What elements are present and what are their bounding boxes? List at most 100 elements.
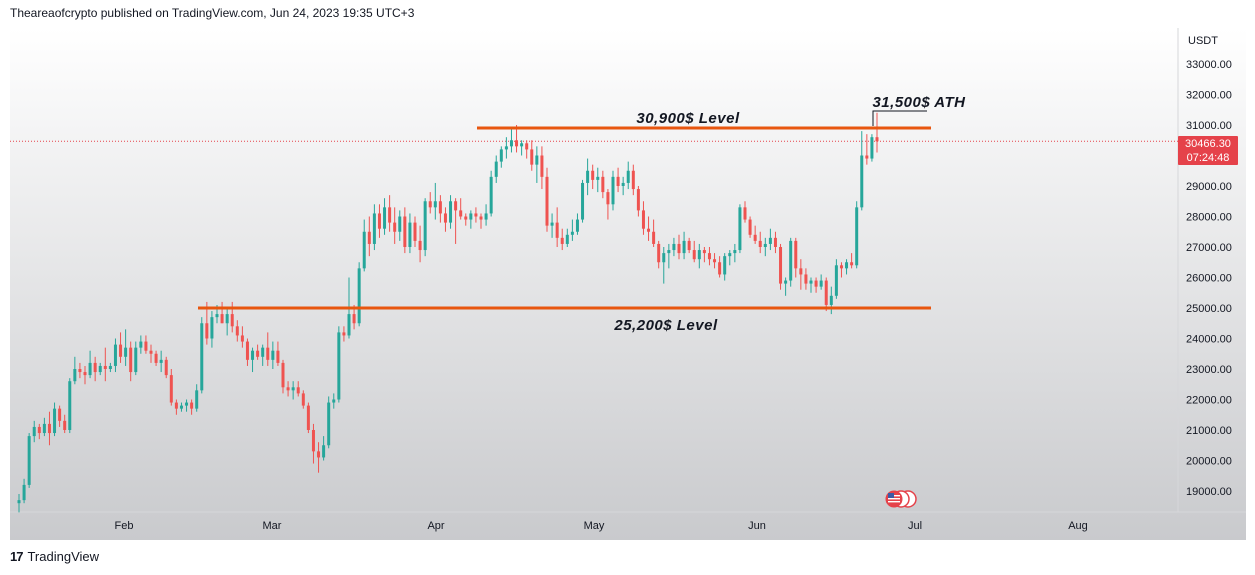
candle-body [504,146,508,150]
candle [144,335,148,354]
candle-body [606,192,610,205]
candle [129,341,133,382]
candle [870,134,874,162]
candle-body [347,314,351,336]
candle-body [748,219,752,235]
candle [748,216,752,238]
candle-body [601,176,605,193]
candle [829,286,833,315]
candle [804,268,808,290]
candle-body [27,436,31,485]
candle-body [423,201,427,251]
candle [362,219,366,272]
y-tick-label: 20000.00 [1186,456,1232,468]
candle [474,207,478,223]
footer-brand: TradingView [27,549,100,564]
candle [733,243,737,263]
candle-body [499,149,503,162]
x-tick-label: Apr [427,520,444,532]
candle [677,234,681,260]
candle [164,356,168,379]
candle-body [377,213,381,229]
candle [149,344,153,363]
ath-label: 31,500$ ATH [872,94,966,111]
candle [332,393,336,409]
candle [525,140,529,159]
candle-body [281,362,285,388]
candle-body [443,213,447,223]
candle-body [235,326,239,336]
level-label: 25,200$ Level [613,317,718,334]
candle [616,167,620,193]
candle [479,213,483,229]
candle-body [32,426,36,437]
candle-body [63,420,67,430]
candle [337,326,341,403]
candle [220,301,224,324]
candle-body [464,216,468,220]
candle [763,237,767,257]
candle-body [383,207,387,229]
candle [73,356,77,385]
candle [393,207,397,244]
candle [317,442,321,473]
candle [682,231,686,260]
x-tick-label: Jun [748,520,766,532]
candle [743,201,747,223]
candle [174,399,178,415]
candle [809,277,813,293]
candle [357,262,361,327]
candle [179,402,183,412]
candle [291,381,295,400]
candle [697,243,701,269]
candle-body [98,365,102,373]
candle-body [433,201,437,208]
us-flag-events-icon[interactable] [885,490,917,508]
candle-body [687,240,691,251]
candle-body [266,347,270,360]
y-tick-label: 32000.00 [1186,90,1232,102]
candle-body [586,170,590,183]
candle [225,308,229,336]
candle [306,402,310,434]
candle [581,179,585,223]
candle [702,247,706,263]
candle-body [276,350,280,363]
candle-body [702,250,706,254]
candle-body [509,140,513,147]
candle [322,436,326,461]
candle-body [672,243,676,251]
candle [865,134,869,165]
candle [814,277,818,293]
candle [789,237,793,287]
candle-body [677,243,681,254]
candle [626,161,630,190]
candle-body [398,216,402,232]
candle [713,253,717,269]
candle-body [657,243,661,263]
candle-body [438,201,442,214]
candle [93,356,97,382]
candle-body [179,405,183,409]
candle-body [245,341,249,360]
candle [575,213,579,235]
candle [423,198,427,257]
candle [707,247,711,266]
candle-body [159,359,163,363]
candle-body [367,231,371,244]
candle-body [647,228,651,232]
candle [134,341,138,376]
candle [657,240,661,269]
candle [555,207,559,247]
candle-body [515,140,519,147]
candle [53,402,57,437]
ath-pointer [872,110,927,127]
candle-body [799,268,803,275]
candle [845,259,849,275]
y-tick-label: 21000.00 [1186,425,1232,437]
candle-body [322,445,326,458]
candle [799,259,803,290]
candle-body [220,314,224,324]
currency-label: USDT [1188,35,1218,47]
